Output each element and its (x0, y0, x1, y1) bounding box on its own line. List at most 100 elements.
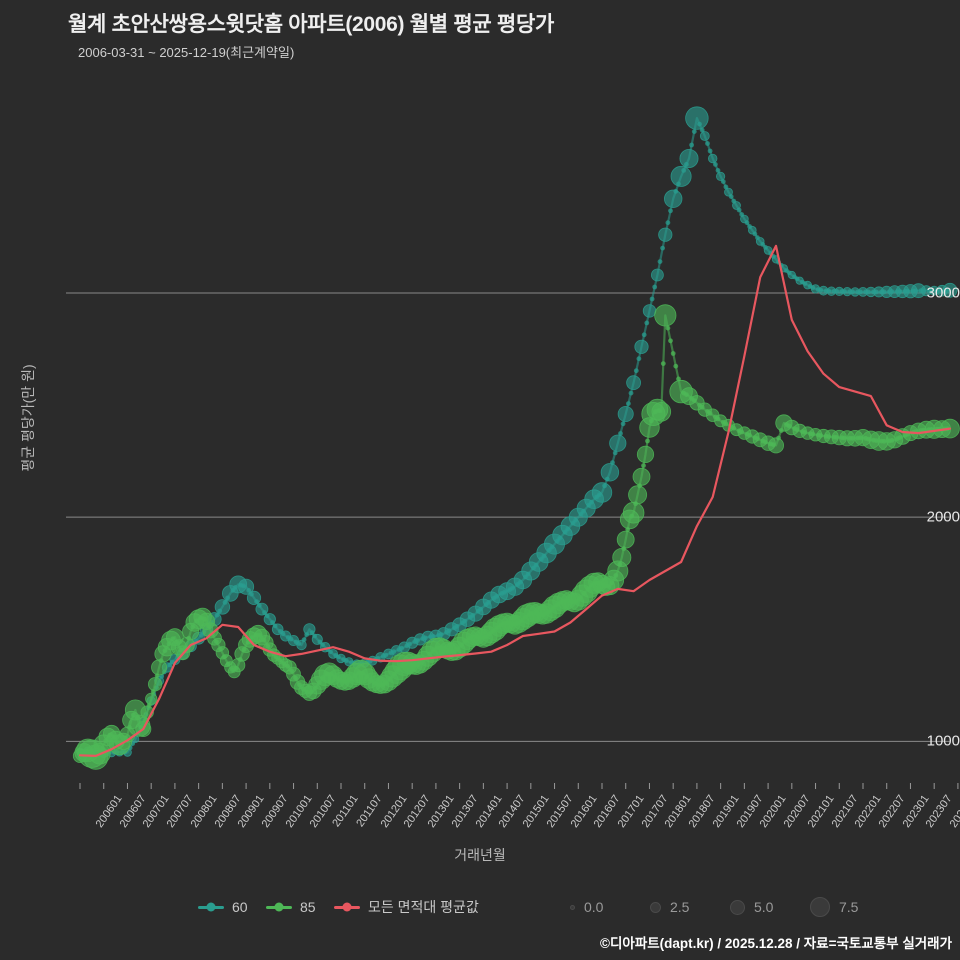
series-dot (668, 208, 673, 214)
data-bubble (591, 482, 613, 503)
data-bubble (632, 467, 651, 486)
series-dot (633, 368, 639, 374)
series-dot (645, 438, 650, 444)
data-bubble (642, 304, 657, 318)
y-tick-label: 1000 (926, 732, 960, 750)
x-axis-label: 거래년월 (454, 847, 506, 863)
data-bubble (818, 285, 829, 296)
data-bubble (834, 286, 844, 296)
legend-bubble-icon (570, 904, 575, 910)
series-dot (705, 141, 710, 146)
series-dot (620, 421, 626, 427)
legend-dot-icon (274, 902, 284, 912)
data-bubble (679, 148, 699, 168)
data-bubble (795, 276, 804, 285)
legend-dot-icon (342, 902, 352, 912)
series-dot (673, 363, 679, 369)
data-bubble (238, 578, 255, 595)
data-bubble (715, 171, 726, 181)
page-title: 월계 초안산쌍용스윗닷홈 아파트(2006) 월별 평균 평당가 (68, 13, 554, 36)
data-bubble (636, 445, 655, 463)
legend-label: 85 (300, 899, 316, 915)
series-line (79, 314, 951, 759)
data-bubble (634, 339, 649, 354)
data-bubble (658, 227, 673, 242)
data-bubble (810, 284, 821, 294)
series-dot (652, 284, 658, 290)
data-bubble (664, 189, 683, 209)
data-bubble (763, 246, 773, 255)
legend-bubble-icon (810, 897, 830, 917)
legend-size-5.0: 5.0 (730, 893, 773, 921)
series-85 (72, 304, 960, 770)
legend-size-0.0: 0.0 (570, 893, 603, 921)
chart-legend: 60 85 모든 면적대 평균값 0.0 2.5 5.0 7.5 (0, 893, 960, 921)
data-bubble (622, 501, 645, 524)
series-dot (641, 463, 646, 468)
series-dot (612, 450, 618, 456)
legend-size-label: 0.0 (584, 899, 604, 915)
data-bubble (651, 268, 664, 282)
data-bubble (740, 214, 749, 224)
data-bubble (609, 434, 627, 452)
legend-item-85[interactable]: 85 (266, 893, 316, 921)
data-bubble (651, 401, 672, 422)
series-dot (628, 390, 634, 396)
data-bubble (708, 153, 718, 164)
data-bubble (768, 437, 785, 454)
data-bubble (328, 649, 339, 659)
data-bubble (600, 463, 620, 482)
series-dot (660, 361, 666, 366)
data-bubble (654, 304, 677, 327)
series-dot (715, 168, 721, 173)
data-bubble (803, 280, 812, 290)
series-dot (665, 220, 671, 226)
legend-line-swatch (198, 902, 224, 912)
data-bubble (145, 692, 158, 705)
series-dot (660, 245, 665, 251)
series-dot (713, 162, 718, 167)
legend-bubble-icon (650, 901, 661, 913)
data-bubble (747, 225, 757, 235)
data-bubble (246, 590, 262, 606)
y-tick-label: 3000 (926, 284, 960, 302)
data-bubble (148, 677, 163, 692)
series-average-line (78, 244, 952, 757)
data-bubble (628, 485, 648, 505)
data-bubble (336, 653, 346, 664)
legend-size-7.5: 7.5 (810, 893, 858, 921)
legend-bubble-icon (730, 899, 745, 915)
data-bubble (255, 602, 269, 616)
series-dot (618, 431, 623, 436)
data-bubble (732, 201, 741, 210)
series-dot (649, 296, 655, 302)
data-bubble (296, 639, 307, 651)
series-dot (657, 259, 663, 264)
series-dot (707, 148, 713, 154)
data-bubble (699, 131, 710, 141)
series-dot (670, 351, 676, 356)
data-bubble (842, 286, 852, 297)
data-bubble (826, 286, 837, 296)
series-dot (689, 142, 694, 148)
series-dot (644, 320, 650, 326)
data-bubble (626, 375, 641, 391)
data-bubble (617, 405, 634, 422)
legend-item-모든 면적대 평균값[interactable]: 모든 면적대 평균값 (334, 893, 479, 921)
data-bubble (263, 613, 276, 626)
series-dot (691, 129, 697, 135)
legend-label: 60 (232, 899, 248, 915)
series-dot (636, 356, 642, 362)
legend-item-60[interactable]: 60 (198, 893, 248, 921)
legend-label: 모든 면적대 평균값 (368, 899, 479, 915)
legend-size-2.5: 2.5 (650, 893, 689, 921)
legend-size-label: 2.5 (670, 899, 690, 915)
legend-dot-icon (206, 902, 216, 912)
legend-size-label: 5.0 (754, 899, 774, 915)
y-tick-label: 2000 (926, 508, 960, 526)
data-bubble (271, 623, 284, 636)
data-bubble (311, 633, 323, 645)
series-dot (668, 338, 673, 344)
